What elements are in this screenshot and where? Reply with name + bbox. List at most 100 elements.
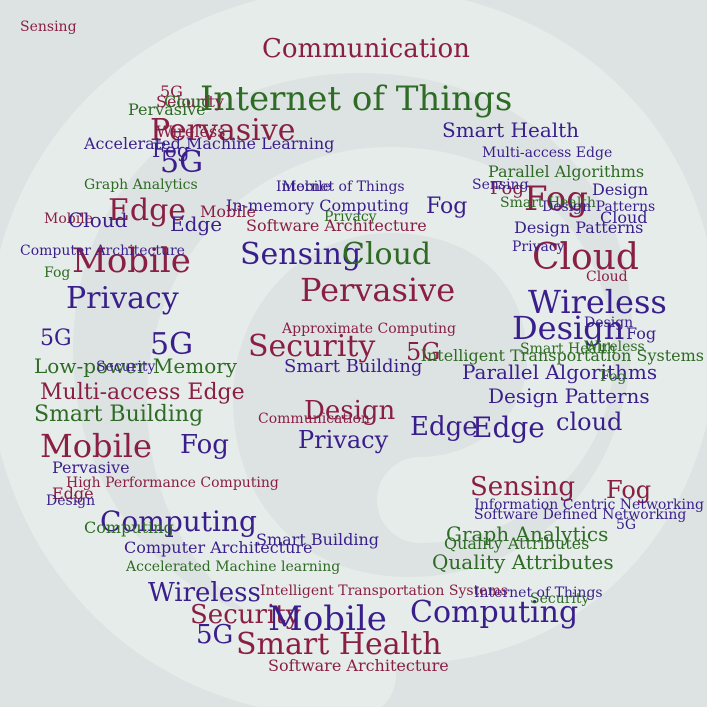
- word-privacy: Privacy: [324, 209, 377, 225]
- word-5g: 5G: [150, 327, 194, 362]
- word-computing: Computing: [410, 595, 579, 630]
- word-mobile: Mobile: [282, 179, 331, 195]
- word-5g: 5G: [616, 517, 637, 533]
- word-security: Security: [530, 591, 590, 607]
- word-smart-building: Smart Building: [34, 402, 204, 427]
- word-intelligent-transportation-systems: Intelligent Transportation Systems: [420, 346, 704, 365]
- word-wireless: Wireless: [148, 578, 261, 608]
- word-communication: Communication: [258, 411, 370, 427]
- word-privacy: Privacy: [66, 281, 179, 316]
- word-smart-health: Smart Health: [500, 195, 596, 211]
- word-internet-of-things: Internet of Things: [200, 79, 513, 119]
- word-smart-building: Smart Building: [284, 356, 423, 377]
- word-cloud: Cloud: [342, 237, 432, 272]
- word-fog: Fog: [600, 369, 627, 385]
- word-security: Security: [248, 329, 376, 364]
- word-cloud: Cloud: [600, 208, 648, 227]
- word-mobile: Mobile: [44, 211, 93, 227]
- word-security: Security: [96, 359, 156, 375]
- word-quality-attributes: Quality Attributes: [444, 534, 590, 553]
- word-5g: 5G: [160, 145, 204, 180]
- word-parallel-algorithms: Parallel Algorithms: [488, 162, 645, 181]
- word-wireless: Wireless: [156, 122, 226, 141]
- word-fog: Fog: [606, 476, 652, 504]
- word-fog: Fog: [180, 430, 229, 460]
- word-fog: Fog: [44, 265, 71, 281]
- word-edge: Edge: [170, 212, 223, 236]
- word-5g: 5G: [406, 338, 441, 366]
- word-accelerated-machine-learning: Accelerated Machine learning: [126, 559, 341, 575]
- word-graph-analytics: Graph Analytics: [84, 177, 198, 193]
- word-cloud: Cloud: [532, 237, 639, 278]
- word-fog: Fog: [626, 324, 657, 343]
- word-software-defined-networking: Software Defined Networking: [474, 507, 687, 523]
- word-pervasive: Pervasive: [128, 100, 206, 119]
- word-cloud: cloud: [556, 408, 623, 436]
- word-design: Design: [304, 396, 396, 426]
- word-pervasive: Pervasive: [300, 271, 456, 309]
- word-information-centric-networking: Information Centric Networking: [474, 497, 704, 513]
- word-privacy: Privacy: [298, 426, 389, 454]
- word-software-architecture: Software Architecture: [246, 216, 427, 235]
- word-design-patterns: Design Patterns: [514, 218, 644, 237]
- word-high-performance-computing: High Performance Computing: [66, 475, 279, 491]
- word-design: Design: [46, 493, 96, 509]
- word-graph-analytics: Graph Analytics: [446, 522, 609, 546]
- word-security: Security: [190, 600, 301, 630]
- word-design: Design: [592, 180, 649, 199]
- word-mobile: Mobile: [40, 427, 152, 465]
- word-quality-attributes: Quality Attributes: [432, 550, 614, 574]
- word-internet-of-things: Internet of Things: [474, 585, 603, 601]
- word-multi-access-edge: Multi-access Edge: [40, 380, 245, 405]
- word-edge: Edge: [410, 412, 478, 442]
- word-intelligent-transportation-systems: Intelligent Transportation Systems: [260, 583, 508, 599]
- word-fog: Fog: [152, 138, 190, 162]
- word-internet-of-things: Internet of Things: [276, 179, 405, 195]
- word-accelerated-machine-learning: Accelerated Machine Learning: [84, 134, 335, 153]
- word-sensing: Sensing: [472, 177, 529, 193]
- word-design: Design: [584, 315, 634, 331]
- word-sensing: Sensing: [20, 19, 77, 35]
- word-mobile: Mobile: [200, 202, 256, 221]
- word-5g: 5G: [196, 620, 234, 650]
- word-in-memory-computing: In-memory Computing: [226, 196, 409, 215]
- word-parallel-algorithms: Parallel Algorithms: [462, 360, 658, 384]
- word-smart-health: Smart Health: [520, 341, 616, 357]
- word-multi-access-edge: Multi-access Edge: [482, 145, 613, 161]
- word-fog: Fog: [426, 194, 468, 219]
- word-computer-architecture: Computer Architecture: [124, 538, 313, 557]
- word-design-patterns: Design Patterns: [542, 199, 656, 215]
- word-edge: Edge: [108, 193, 187, 228]
- word-edge: Edge: [472, 411, 545, 444]
- word-design-patterns: Design Patterns: [488, 384, 650, 408]
- word-design: Design: [512, 309, 625, 347]
- word-pervasive: Pervasive: [52, 458, 130, 477]
- word-fog: Fog: [490, 178, 524, 199]
- word-low-power-memory: Low-power Memory: [34, 354, 238, 378]
- word-smart-health: Smart Health: [442, 118, 580, 142]
- word-5g: 5G: [160, 82, 183, 101]
- word-privacy: Privacy: [512, 239, 565, 255]
- word-edge: Edge: [52, 484, 94, 503]
- word-cloud: Cloud: [164, 92, 212, 111]
- word-wireless: Wireless: [528, 283, 667, 321]
- word-sensing: Sensing: [240, 237, 362, 272]
- word-security: Security: [156, 92, 224, 111]
- word-approximate-computing: Approximate Computing: [282, 321, 456, 337]
- word-computing: Computing: [100, 505, 257, 538]
- word-mobile: Mobile: [268, 599, 387, 639]
- word-5g: 5G: [40, 326, 72, 351]
- word-computing: Computing: [84, 518, 174, 537]
- word-cloud: Cloud: [586, 269, 628, 285]
- word-software-architecture: Software Architecture: [268, 656, 449, 675]
- word-smart-health: Smart Health: [236, 627, 442, 662]
- word-mobile: Mobile: [72, 241, 191, 281]
- word-smart-building: Smart Building: [256, 530, 380, 549]
- word-cloud: Cloud: [68, 208, 128, 232]
- word-computer-architecture: Computer Architecture: [20, 243, 185, 259]
- word-pervasive: Pervasive: [150, 113, 296, 148]
- word-communication: Communication: [262, 34, 470, 64]
- word-wireless: Wireless: [584, 339, 645, 355]
